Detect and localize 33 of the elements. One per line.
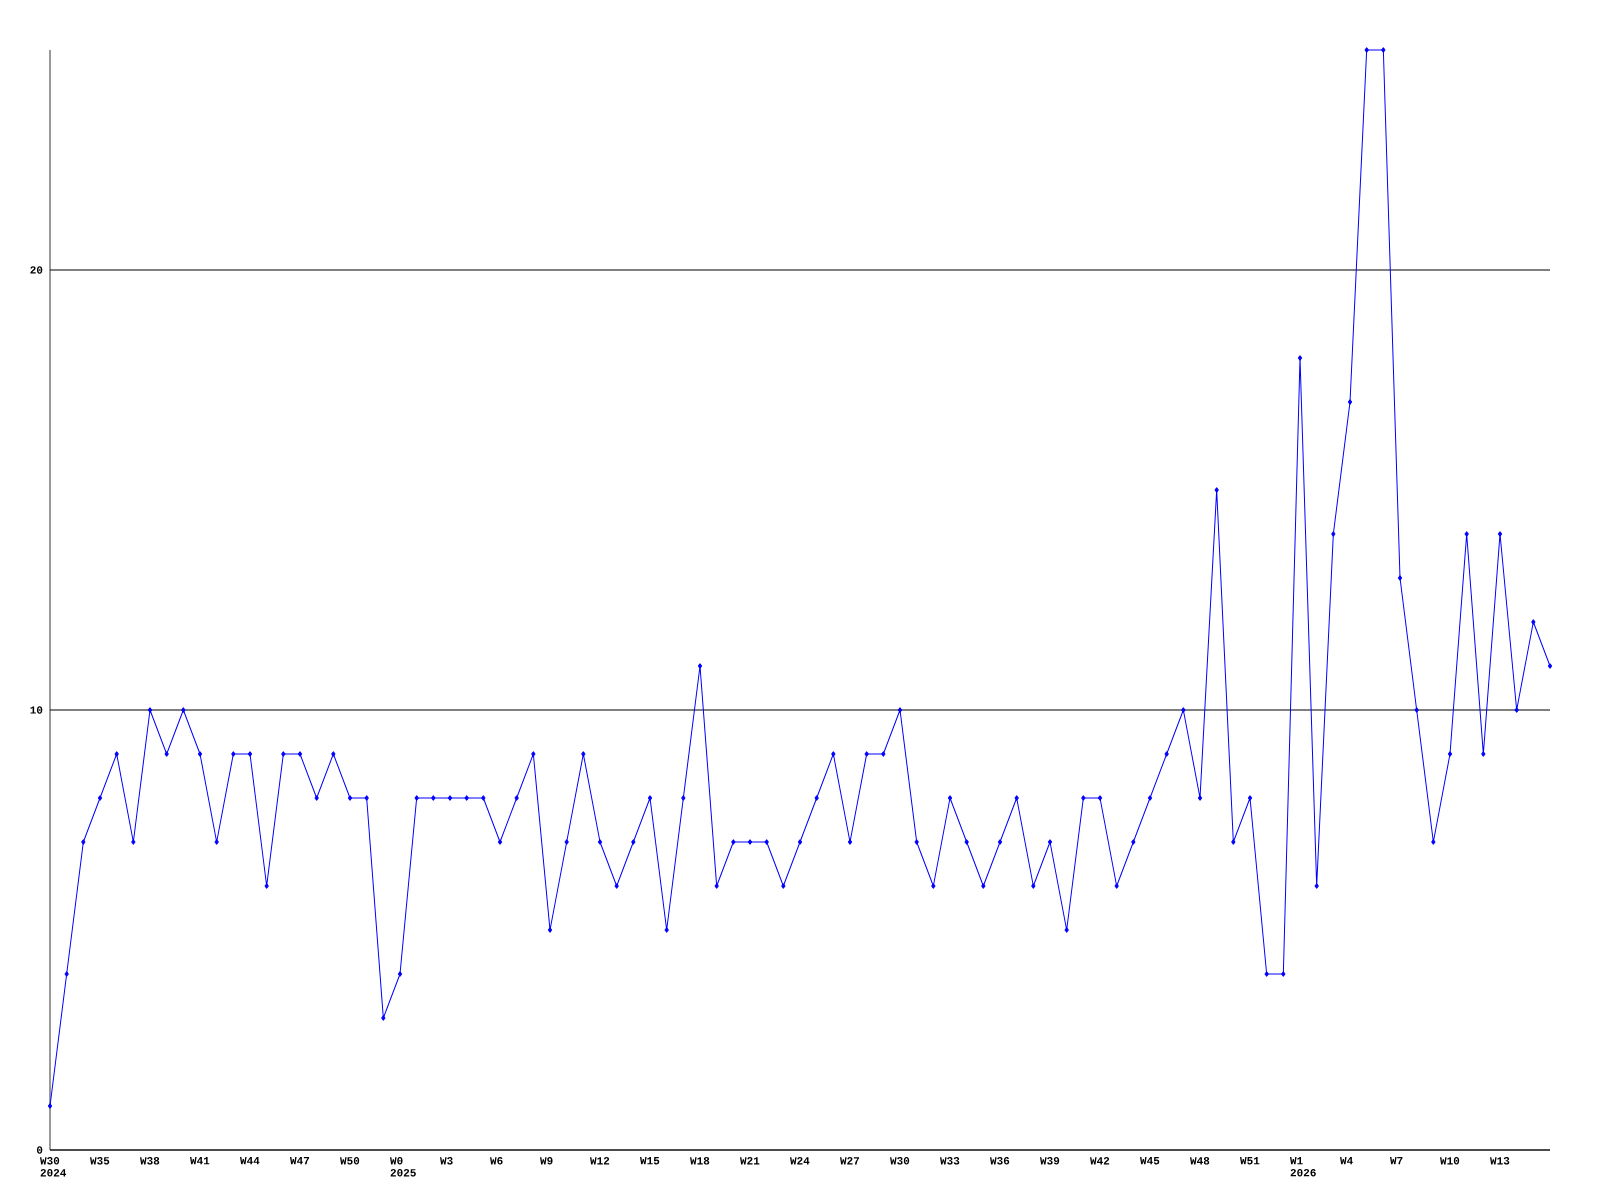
- x-tick-label: W51: [1240, 1157, 1260, 1165]
- x-tick-label: W35: [90, 1157, 110, 1165]
- y-tick-label: 0: [36, 1146, 43, 1154]
- x-tick-label: W0 2025: [390, 1157, 416, 1177]
- x-tick-label: W24: [790, 1157, 810, 1165]
- x-tick-label: W9: [540, 1157, 553, 1165]
- y-tick-label: 20: [30, 266, 43, 274]
- x-tick-label: W47: [290, 1157, 310, 1165]
- x-tick-label: W38: [140, 1157, 160, 1165]
- x-tick-label: W27: [840, 1157, 860, 1165]
- x-tick-label: W15: [640, 1157, 660, 1165]
- x-tick-label: W12: [590, 1157, 610, 1165]
- x-tick-label: W42: [1090, 1157, 1110, 1165]
- x-tick-label: W45: [1140, 1157, 1160, 1165]
- x-tick-label: W3: [440, 1157, 453, 1165]
- x-tick-label: W33: [940, 1157, 960, 1165]
- x-tick-label: W30 2024: [40, 1157, 67, 1177]
- x-tick-label: W4: [1340, 1157, 1353, 1165]
- x-tick-label: W36: [990, 1157, 1010, 1165]
- x-tick-label: W21: [740, 1157, 760, 1165]
- y-tick-label: 10: [30, 706, 43, 714]
- x-tick-label: W39: [1040, 1157, 1060, 1165]
- x-tick-label: W1 2026: [1290, 1157, 1316, 1177]
- x-tick-label: W10: [1440, 1157, 1460, 1165]
- x-tick-label: W18: [690, 1157, 710, 1165]
- x-tick-label: W44: [240, 1157, 260, 1165]
- x-tick-label: W48: [1190, 1157, 1210, 1165]
- x-tick-label: W41: [190, 1157, 210, 1165]
- x-tick-label: W50: [340, 1157, 360, 1165]
- x-tick-label: W13: [1490, 1157, 1510, 1165]
- x-tick-label: W7: [1390, 1157, 1403, 1165]
- x-tick-label: W30: [890, 1157, 910, 1165]
- x-tick-label: W6: [490, 1157, 503, 1165]
